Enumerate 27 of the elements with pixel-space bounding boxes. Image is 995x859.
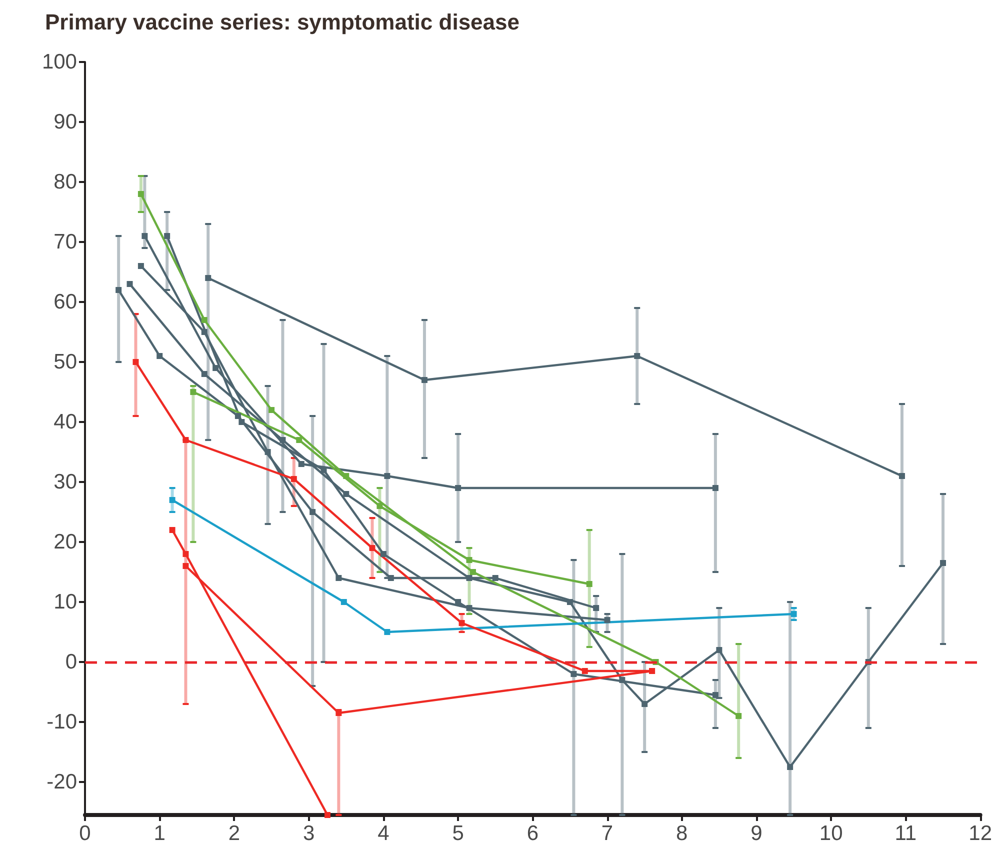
x-tick-label: 7: [601, 822, 614, 845]
y-tick-label: 50: [54, 350, 77, 374]
y-tick-label: 70: [54, 230, 77, 254]
x-tick-label: 6: [526, 822, 539, 845]
x-tick-label: 2: [228, 822, 240, 845]
x-tick-label: 8: [676, 822, 688, 845]
y-tick-label: 80: [54, 170, 77, 194]
y-tick-label: 100: [42, 50, 77, 74]
x-tick-label: 0: [79, 822, 91, 845]
x-tick-label: 1: [154, 822, 166, 845]
x-tick-label: 9: [750, 822, 762, 845]
y-tick-label: 0: [65, 650, 77, 674]
y-tick-label: 90: [54, 110, 77, 134]
y-tick-label: -10: [46, 710, 77, 734]
x-tick-label: 11: [894, 822, 917, 845]
y-tick-label: 20: [54, 530, 77, 554]
x-tick-label: 5: [452, 822, 464, 845]
y-tick-label: 60: [54, 290, 77, 314]
y-tick-label: 10: [54, 590, 77, 614]
chart-title: Primary vaccine series: symptomatic disease: [45, 10, 520, 34]
y-tick-label: 30: [54, 470, 77, 494]
y-tick-label: 40: [54, 410, 77, 434]
x-tick-label: 4: [378, 822, 390, 845]
y-tick-label: -20: [46, 770, 77, 794]
x-tick-label: 12: [968, 822, 992, 845]
x-tick-label: 3: [302, 822, 315, 845]
x-tick-label: 10: [819, 822, 843, 845]
